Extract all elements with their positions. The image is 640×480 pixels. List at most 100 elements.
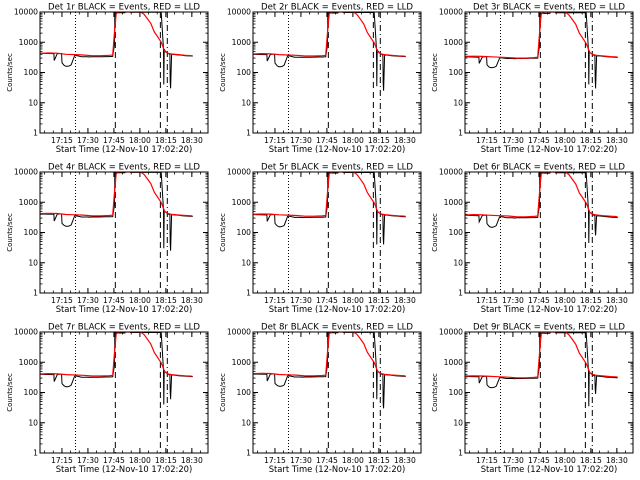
y-axis-label: Counts/sec [219,53,227,92]
y-axis-label: Counts/sec [431,373,439,412]
y-tick-label: 10 [453,418,463,427]
panel-det-8r: Det 8r BLACK = Events, RED = LLD 1 10 100 10… [219,323,422,474]
y-tick-label: 10 [453,98,463,107]
panel-det-1r: Det 1r BLACK = Events, RED = LLD 1 10 100 10… [6,3,209,154]
panel-title: Det 5r BLACK = Events, RED = LLD [261,163,413,173]
y-tick-label: 10000 [227,8,251,17]
x-axis-label: Start Time (12-Nov-10 17:02:20) [56,304,193,314]
y-tick-label: 10000 [14,168,38,177]
x-tick-label: 17:45 [316,456,338,465]
lld-line [40,12,193,57]
x-tick-label: 17:15 [51,296,73,305]
y-tick-label: 1000 [232,38,251,47]
x-axis-label: Start Time (12-Nov-10 17:02:20) [56,464,193,474]
x-tick-label: 18:15 [155,136,177,145]
y-tick-label: 1 [458,129,463,138]
x-tick-label: 18:00 [129,456,151,465]
plot-frame [252,11,422,134]
y-tick-label: 10 [28,258,38,267]
y-tick-label: 1 [246,289,251,298]
y-axis-label: Counts/sec [431,53,439,92]
x-tick-label: 18:00 [342,136,364,145]
x-tick-label: 18:00 [554,456,576,465]
y-tick-label: 100 [237,388,252,397]
y-tick-label: 100 [24,388,39,397]
x-tick-label: 17:45 [316,136,338,145]
y-tick-label: 10 [28,418,38,427]
panel-title: Det 2r BLACK = Events, RED = LLD [261,3,413,13]
x-tick-label: 18:15 [368,136,390,145]
lld-line [253,12,406,57]
lld-line [253,332,406,377]
events-line [40,12,193,89]
y-tick-label: 1000 [19,358,38,367]
y-tick-label: 1 [458,449,463,458]
x-tick-label: 18:15 [368,296,390,305]
y-tick-label: 100 [24,68,39,77]
y-tick-label: 1 [33,449,38,458]
x-tick-label: 18:15 [580,296,602,305]
y-tick-label: 10000 [227,168,251,177]
x-tick-label: 18:00 [342,296,364,305]
x-axis-label: Start Time (12-Nov-10 17:02:20) [481,144,618,154]
x-tick-label: 17:30 [502,456,524,465]
y-tick-label: 100 [449,228,464,237]
x-axis-label: Start Time (12-Nov-10 17:02:20) [481,304,618,314]
y-tick-label: 1 [33,289,38,298]
plot-frame [39,11,209,134]
x-tick-label: 17:15 [264,136,286,145]
x-tick-label: 17:45 [103,296,125,305]
y-tick-label: 10000 [439,328,463,337]
y-tick-label: 10 [241,418,251,427]
y-tick-label: 1000 [232,358,251,367]
events-line [465,172,618,244]
lld-line [465,12,618,59]
y-tick-label: 1 [246,449,251,458]
x-tick-label: 18:30 [606,296,628,305]
lld-line [465,172,618,218]
y-tick-label: 1000 [232,198,251,207]
x-tick-label: 18:00 [342,456,364,465]
lld-line [253,172,406,217]
y-tick-label: 1000 [444,38,463,47]
y-tick-label: 10000 [14,328,38,337]
panel-title: Det 4r BLACK = Events, RED = LLD [48,163,200,173]
x-tick-label: 17:45 [316,296,338,305]
data-area [40,12,193,89]
x-axis-label: Start Time (12-Nov-10 17:02:20) [269,464,406,474]
events-line [40,172,193,251]
x-tick-label: 17:30 [290,296,312,305]
y-tick-label: 100 [449,68,464,77]
x-tick-label: 18:15 [368,456,390,465]
y-tick-label: 1 [458,289,463,298]
x-tick-label: 18:00 [554,136,576,145]
y-tick-label: 10 [28,98,38,107]
x-tick-label: 18:00 [129,296,151,305]
panel-det-9r: Det 9r BLACK = Events, RED = LLD 1 10 100 10… [431,323,634,474]
y-axis-label: Counts/sec [219,373,227,412]
x-tick-label: 17:45 [103,136,125,145]
x-axis-label: Start Time (12-Nov-10 17:02:20) [269,144,406,154]
y-axis-label: Counts/sec [6,373,14,412]
data-area [253,332,406,409]
data-area [40,172,193,251]
y-axis-label: Counts/sec [6,213,14,252]
x-tick-label: 18:15 [580,136,602,145]
x-axis-label: Start Time (12-Nov-10 17:02:20) [269,304,406,314]
events-line [253,12,406,91]
x-tick-label: 17:15 [51,456,73,465]
x-tick-label: 17:15 [51,136,73,145]
plot-frame [252,331,422,454]
y-tick-label: 1 [246,129,251,138]
y-tick-label: 1 [33,129,38,138]
panel-title: Det 7r BLACK = Events, RED = LLD [48,323,200,333]
panel-det-3r: Det 3r BLACK = Events, RED = LLD 1 10 100 10… [431,3,634,154]
plot-frame [464,11,634,134]
x-tick-label: 18:30 [606,136,628,145]
panel-det-5r: Det 5r BLACK = Events, RED = LLD 1 10 100 10… [219,163,422,314]
data-area [465,332,618,407]
y-tick-label: 1000 [19,38,38,47]
x-tick-label: 17:30 [502,136,524,145]
y-axis-label: Counts/sec [219,213,227,252]
